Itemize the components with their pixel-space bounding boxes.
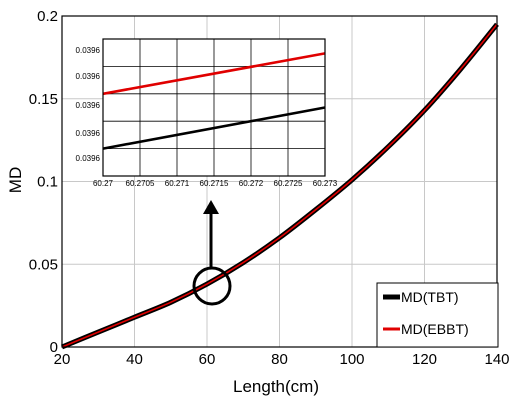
legend: MD(TBT) MD(EBBT) <box>376 282 499 348</box>
legend-label-ebbt: MD(EBBT) <box>401 321 469 337</box>
x-tick-label: 100 <box>339 351 364 368</box>
zoom-inset: 60.27 60.2705 60.271 60.2715 60.272 60.2725 60… <box>76 38 338 188</box>
y-tick-label: 0.05 <box>29 256 58 273</box>
x-tick-label: 20 <box>54 351 71 368</box>
inset-y-tick-labels: 0.0396 0.0396 0.0396 0.0396 0.0396 <box>76 46 101 163</box>
inset-y-tick-label: 0.0396 <box>76 101 101 110</box>
inset-frame <box>102 38 326 177</box>
inset-x-tick-label: 60.2715 <box>200 179 229 188</box>
series-line-ebbt <box>61 23 498 348</box>
x-tick-label: 60 <box>199 351 216 368</box>
inset-x-tick-label: 60.273 <box>313 179 338 188</box>
inset-x-tick-label: 60.2705 <box>126 179 155 188</box>
main-series <box>61 22 499 350</box>
y-tick-label: 0.2 <box>37 8 58 25</box>
inset-series <box>102 52 326 150</box>
inset-y-tick-label: 0.0396 <box>76 72 101 81</box>
inset-x-tick-label: 60.2725 <box>274 179 303 188</box>
inset-y-tick-label: 0.0396 <box>76 129 101 138</box>
inset-series-line-ebbt <box>102 52 326 96</box>
plot-frame <box>61 15 498 348</box>
inset-x-tick-label: 60.272 <box>239 179 264 188</box>
legend-label-tbt: MD(TBT) <box>401 289 459 305</box>
y-tick-label: 0.1 <box>37 174 58 191</box>
y-tick-label: 0 <box>50 339 58 356</box>
inset-series-line-tbt <box>102 106 326 150</box>
y-tick-label: 0.15 <box>29 91 58 108</box>
x-axis-label: Length(cm) <box>233 377 319 396</box>
inset-x-tick-labels: 60.27 60.2705 60.271 60.2715 60.272 60.2725 60… <box>93 179 338 188</box>
x-tick-label: 40 <box>126 351 143 368</box>
zoom-region-circle <box>192 266 232 306</box>
inset-grid <box>103 39 325 176</box>
x-tick-labels: 20 40 60 80 100 120 140 <box>54 351 510 368</box>
legend-box <box>376 282 499 348</box>
x-tick-label: 80 <box>271 351 288 368</box>
y-axis-label: MD <box>6 167 25 193</box>
inset-x-tick-label: 60.27 <box>93 179 114 188</box>
inset-x-tick-label: 60.271 <box>165 179 190 188</box>
y-tick-labels: 0 0.05 0.1 0.15 0.2 <box>29 8 58 356</box>
inset-y-tick-label: 0.0396 <box>76 46 101 55</box>
x-tick-label: 140 <box>484 351 509 368</box>
x-tick-label: 120 <box>412 351 437 368</box>
zoom-arrow-head <box>203 200 219 214</box>
inset-y-tick-label: 0.0396 <box>76 154 101 163</box>
